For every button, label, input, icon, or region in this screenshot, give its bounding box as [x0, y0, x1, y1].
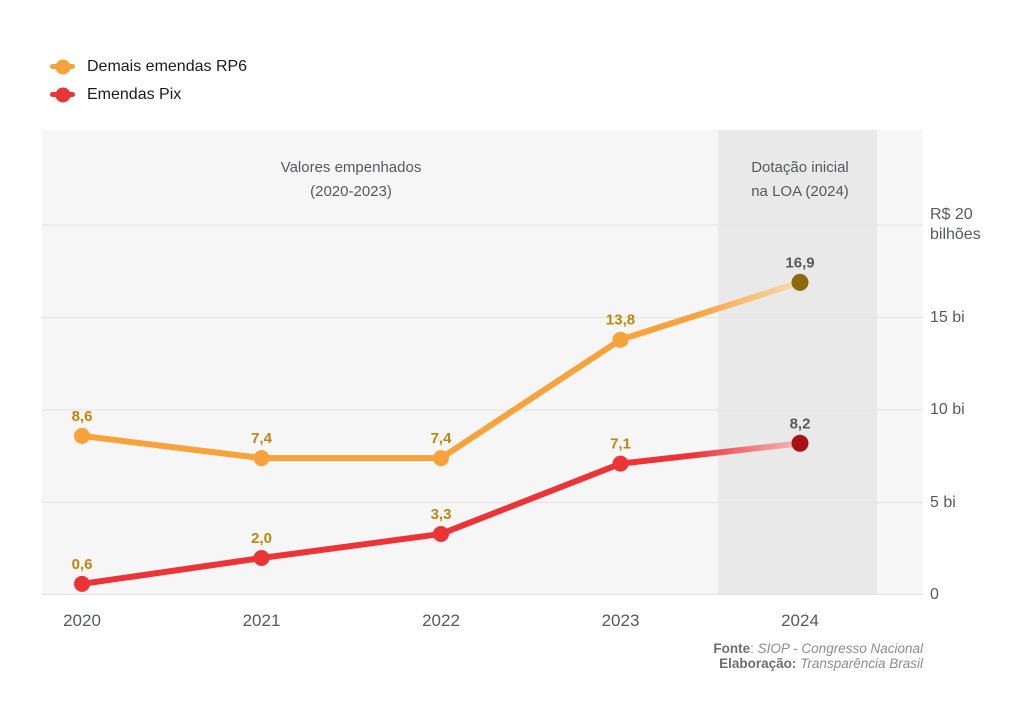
data-point	[791, 273, 809, 291]
legend-line-dot-icon	[50, 87, 75, 102]
legend-item-1: Emendas Pix	[50, 83, 247, 106]
y-tick-label: R$ 20 bilhões	[930, 206, 981, 243]
line-chart: 8,6 7,4 7,4 13,8 16,9 0,6 2,0 3,3 7,1 8,2	[42, 224, 923, 595]
data-point	[612, 331, 629, 348]
data-label: 7,4	[431, 430, 453, 447]
region-label-empenhados: Valores empenhados (2020-2023)	[281, 156, 422, 204]
y-tick-label: 10 bi	[930, 401, 965, 418]
x-tick-label: 2024	[781, 611, 819, 630]
plot-area: Valores empenhados (2020-2023) Dotação i…	[42, 130, 923, 595]
data-point	[433, 450, 449, 467]
legend-line-dot-icon	[50, 59, 75, 74]
data-label: 8,6	[72, 408, 93, 425]
data-point	[433, 525, 449, 542]
legend-label: Emendas Pix	[87, 85, 182, 103]
region-label-empenhados-line1: Valores empenhados	[280, 159, 422, 176]
data-point	[612, 455, 629, 472]
data-label: 0,6	[72, 556, 93, 573]
footer-source-value: SIOP - Congresso Nacional	[757, 641, 923, 656]
legend-dot	[55, 59, 70, 74]
data-label: 8,2	[790, 415, 811, 432]
line-series-1	[79, 460, 624, 587]
x-tick-label: 2023	[601, 611, 640, 630]
legend-label: Demais emendas RP6	[87, 57, 248, 75]
legend-item-0: Demais emendas RP6	[50, 55, 247, 78]
line-series-0-fade	[617, 279, 803, 343]
data-label: 2,0	[251, 530, 272, 547]
y-tick-label: 0	[930, 586, 939, 603]
footer-elaboration: Elaboração: Transparência Brasil	[713, 656, 923, 671]
data-label: 3,3	[431, 506, 452, 523]
data-point	[74, 575, 90, 592]
line-series-1-fade	[617, 440, 803, 467]
data-point	[791, 434, 809, 452]
y-tick-label: 5 bi	[930, 493, 956, 511]
y-tick-label: 15 bi	[930, 308, 965, 326]
x-tick-label: 2020	[63, 611, 101, 630]
data-point	[74, 427, 90, 444]
region-label-loa: Dotação inicial na LOA (2024)	[751, 156, 849, 204]
data-point	[253, 550, 270, 566]
footer-credits: Fonte: SIOP - Congresso Nacional Elabora…	[713, 641, 923, 671]
footer-source-sep: :	[750, 641, 758, 656]
data-label: 16,9	[785, 254, 814, 271]
region-label-empenhados-line2: (2020-2023)	[310, 183, 392, 200]
footer-source-label: Fonte	[713, 641, 751, 656]
footer-elaboration-label: Elaboração:	[719, 656, 797, 671]
data-label: 7,1	[610, 436, 631, 453]
x-tick-label: 2022	[422, 611, 460, 630]
legend: Demais emendas RP6 Emendas Pix	[50, 55, 247, 111]
x-tick-label: 2021	[242, 611, 281, 630]
data-label: 7,4	[251, 430, 273, 447]
loa-2024-band	[718, 130, 877, 595]
footer-source: Fonte: SIOP - Congresso Nacional	[713, 641, 923, 656]
line-series-0	[79, 336, 624, 462]
footer-elaboration-value: Transparência Brasil	[800, 656, 923, 671]
region-label-loa-line2: na LOA (2024)	[751, 183, 849, 200]
data-label: 13,8	[606, 312, 635, 329]
legend-dot	[55, 87, 70, 102]
data-point	[253, 450, 270, 467]
region-label-loa-line1: Dotação inicial	[751, 159, 849, 176]
